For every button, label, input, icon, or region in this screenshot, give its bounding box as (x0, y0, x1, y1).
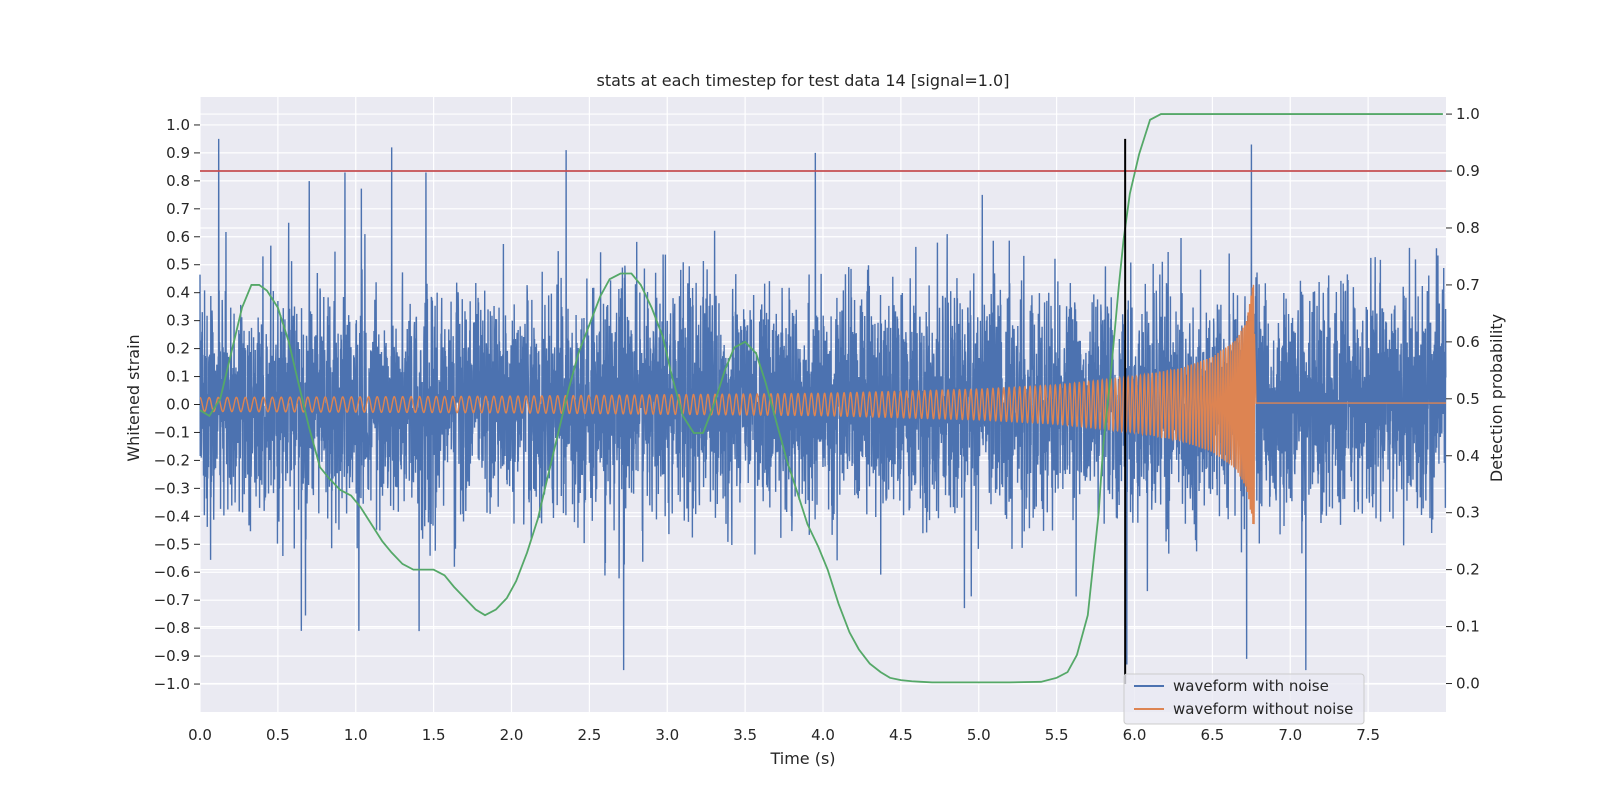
y-left-tick-label: −0.2 (154, 451, 190, 469)
x-tick-label: 5.0 (967, 726, 991, 744)
y-left-tick-label: 0.6 (166, 228, 190, 246)
y-left-tick-label: 1.0 (166, 116, 190, 134)
x-tick-label: 7.0 (1278, 726, 1302, 744)
legend-label-signal: waveform without noise (1173, 700, 1353, 718)
y-left-tick-label: −0.3 (154, 479, 190, 497)
y-left-tick-label: 0.5 (166, 256, 190, 274)
x-tick-label: 3.5 (733, 726, 757, 744)
x-axis-label: Time (s) (769, 749, 835, 768)
y-left-tick-label: −0.1 (154, 423, 190, 441)
signal-line (199, 284, 1446, 525)
x-tick-label: 4.5 (889, 726, 913, 744)
y-right-tick-label: 0.8 (1456, 219, 1480, 237)
signal-series (199, 284, 1446, 525)
x-tick-label: 0.0 (188, 726, 212, 744)
x-tick-label: 2.5 (577, 726, 601, 744)
y-axis-label-left: Whitened strain (124, 334, 143, 461)
legend-label-noise: waveform with noise (1173, 677, 1329, 695)
y-right-tick-label: 0.3 (1456, 504, 1480, 522)
legend: waveform with noise waveform without noi… (1123, 673, 1365, 725)
y-right-tick-label: 0.5 (1456, 390, 1480, 408)
x-tick-label: 7.5 (1356, 726, 1380, 744)
x-tick-label: 4.0 (811, 726, 835, 744)
y-left-tick-label: −0.9 (154, 647, 190, 665)
y-left-tick-label: 0.2 (166, 340, 190, 358)
y-left-tick-label: −0.5 (154, 535, 190, 553)
y-left-tick-label: 0.0 (166, 396, 190, 414)
y-left-tick-label: 0.8 (166, 172, 190, 190)
y-right-tick-label: 0.2 (1456, 561, 1480, 579)
y-right-tick-label: 0.9 (1456, 162, 1480, 180)
x-tick-label: 6.5 (1200, 726, 1224, 744)
y-left-tick-label: −0.7 (154, 591, 190, 609)
y-left-tick-label: 0.9 (166, 144, 190, 162)
probability-series (199, 113, 1443, 684)
chart-title: stats at each timestep for test data 14 … (597, 71, 1010, 90)
y-left-tick-label: −0.8 (154, 619, 190, 637)
x-tick-label: 1.0 (344, 726, 368, 744)
x-tick-label: 0.5 (266, 726, 290, 744)
y-left-tick-label: −1.0 (154, 675, 190, 693)
legend-box (1123, 673, 1365, 725)
y-left-tick-label: 0.4 (166, 284, 190, 302)
x-tick-label: 6.0 (1123, 726, 1147, 744)
y-left-tick-label: 0.3 (166, 312, 190, 330)
y-left-tick-label: 0.7 (166, 200, 190, 218)
y-left-tick-label: −0.4 (154, 507, 190, 525)
x-tick-label: 2.0 (500, 726, 524, 744)
x-tick-label: 1.5 (422, 726, 446, 744)
x-tick-label: 3.0 (655, 726, 679, 744)
axes: 0.0 0.5 1.0 1.5 2.0 2.5 3.0 3.5 4.0 4.5 5.0 5.5 6.0 6… (154, 105, 1480, 744)
y-left-tick-label: 0.1 (166, 368, 190, 386)
x-tick-label: 5.5 (1045, 726, 1069, 744)
y-right-tick-label: 0.1 (1456, 618, 1480, 636)
y-right-tick-label: 0.4 (1456, 447, 1480, 465)
y-left-tick-label: −0.6 (154, 563, 190, 581)
y-right-tick-label: 0.6 (1456, 333, 1480, 351)
y-right-tick-label: 0.0 (1456, 675, 1480, 693)
y-axis-label-right: Detection probability (1487, 314, 1506, 482)
y-right-tick-label: 0.7 (1456, 276, 1480, 294)
y-right-tick-label: 1.0 (1456, 105, 1480, 123)
probability-line (199, 113, 1443, 684)
